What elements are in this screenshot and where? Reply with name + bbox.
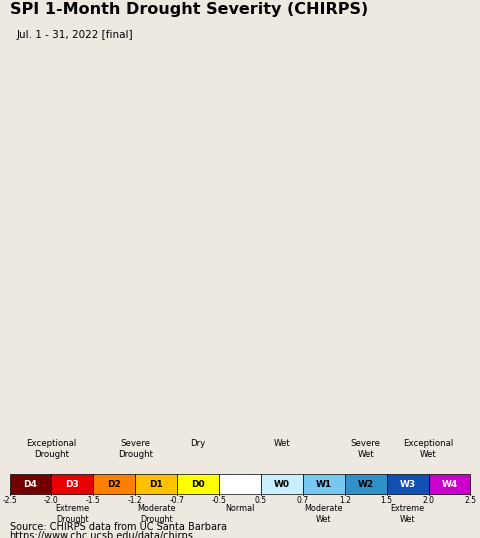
Text: 0.5: 0.5 xyxy=(255,496,267,505)
Bar xyxy=(386,475,429,494)
Text: W3: W3 xyxy=(399,480,416,489)
Text: D1: D1 xyxy=(149,480,163,489)
Text: Dry: Dry xyxy=(191,440,206,449)
Text: 1.2: 1.2 xyxy=(339,496,351,505)
Text: Severe
Wet: Severe Wet xyxy=(351,440,381,459)
Text: W2: W2 xyxy=(358,480,374,489)
Bar xyxy=(10,475,51,494)
Text: Extreme
Drought: Extreme Drought xyxy=(55,504,89,523)
Text: -1.5: -1.5 xyxy=(86,496,101,505)
Text: SPI 1-Month Drought Severity (CHIRPS): SPI 1-Month Drought Severity (CHIRPS) xyxy=(10,2,368,17)
Text: 2.0: 2.0 xyxy=(422,496,434,505)
Text: Exceptional
Wet: Exceptional Wet xyxy=(403,440,454,459)
Text: D0: D0 xyxy=(192,480,205,489)
Bar xyxy=(51,475,94,494)
Text: Severe
Drought: Severe Drought xyxy=(118,440,153,459)
Bar xyxy=(261,475,303,494)
Text: 2.5: 2.5 xyxy=(464,496,476,505)
Text: https://www.chc.ucsb.edu/data/chirps: https://www.chc.ucsb.edu/data/chirps xyxy=(10,531,193,538)
Text: Moderate
Drought: Moderate Drought xyxy=(137,504,176,523)
Text: Jul. 1 - 31, 2022 [final]: Jul. 1 - 31, 2022 [final] xyxy=(17,30,133,40)
Text: 0.7: 0.7 xyxy=(297,496,309,505)
Text: Source: CHIRPS data from UC Santa Barbara: Source: CHIRPS data from UC Santa Barbar… xyxy=(10,522,227,532)
Bar xyxy=(135,475,177,494)
Bar xyxy=(429,475,470,494)
Text: -0.7: -0.7 xyxy=(170,496,185,505)
Text: Wet: Wet xyxy=(274,440,290,449)
Text: -2.0: -2.0 xyxy=(44,496,59,505)
Bar xyxy=(177,475,219,494)
Bar xyxy=(303,475,345,494)
Text: W1: W1 xyxy=(316,480,332,489)
Text: 1.5: 1.5 xyxy=(381,496,393,505)
Text: D2: D2 xyxy=(108,480,121,489)
Text: -2.5: -2.5 xyxy=(2,496,17,505)
Text: W4: W4 xyxy=(441,480,457,489)
Bar xyxy=(219,475,261,494)
Text: -1.2: -1.2 xyxy=(128,496,143,505)
Text: Extreme
Wet: Extreme Wet xyxy=(391,504,425,523)
Text: D3: D3 xyxy=(66,480,79,489)
Text: Normal: Normal xyxy=(225,504,255,513)
Text: W0: W0 xyxy=(274,480,290,489)
Text: Moderate
Wet: Moderate Wet xyxy=(304,504,343,523)
Text: -0.5: -0.5 xyxy=(212,496,227,505)
Bar xyxy=(94,475,135,494)
Bar xyxy=(345,475,386,494)
Text: D4: D4 xyxy=(24,480,37,489)
Text: Exceptional
Drought: Exceptional Drought xyxy=(26,440,77,459)
